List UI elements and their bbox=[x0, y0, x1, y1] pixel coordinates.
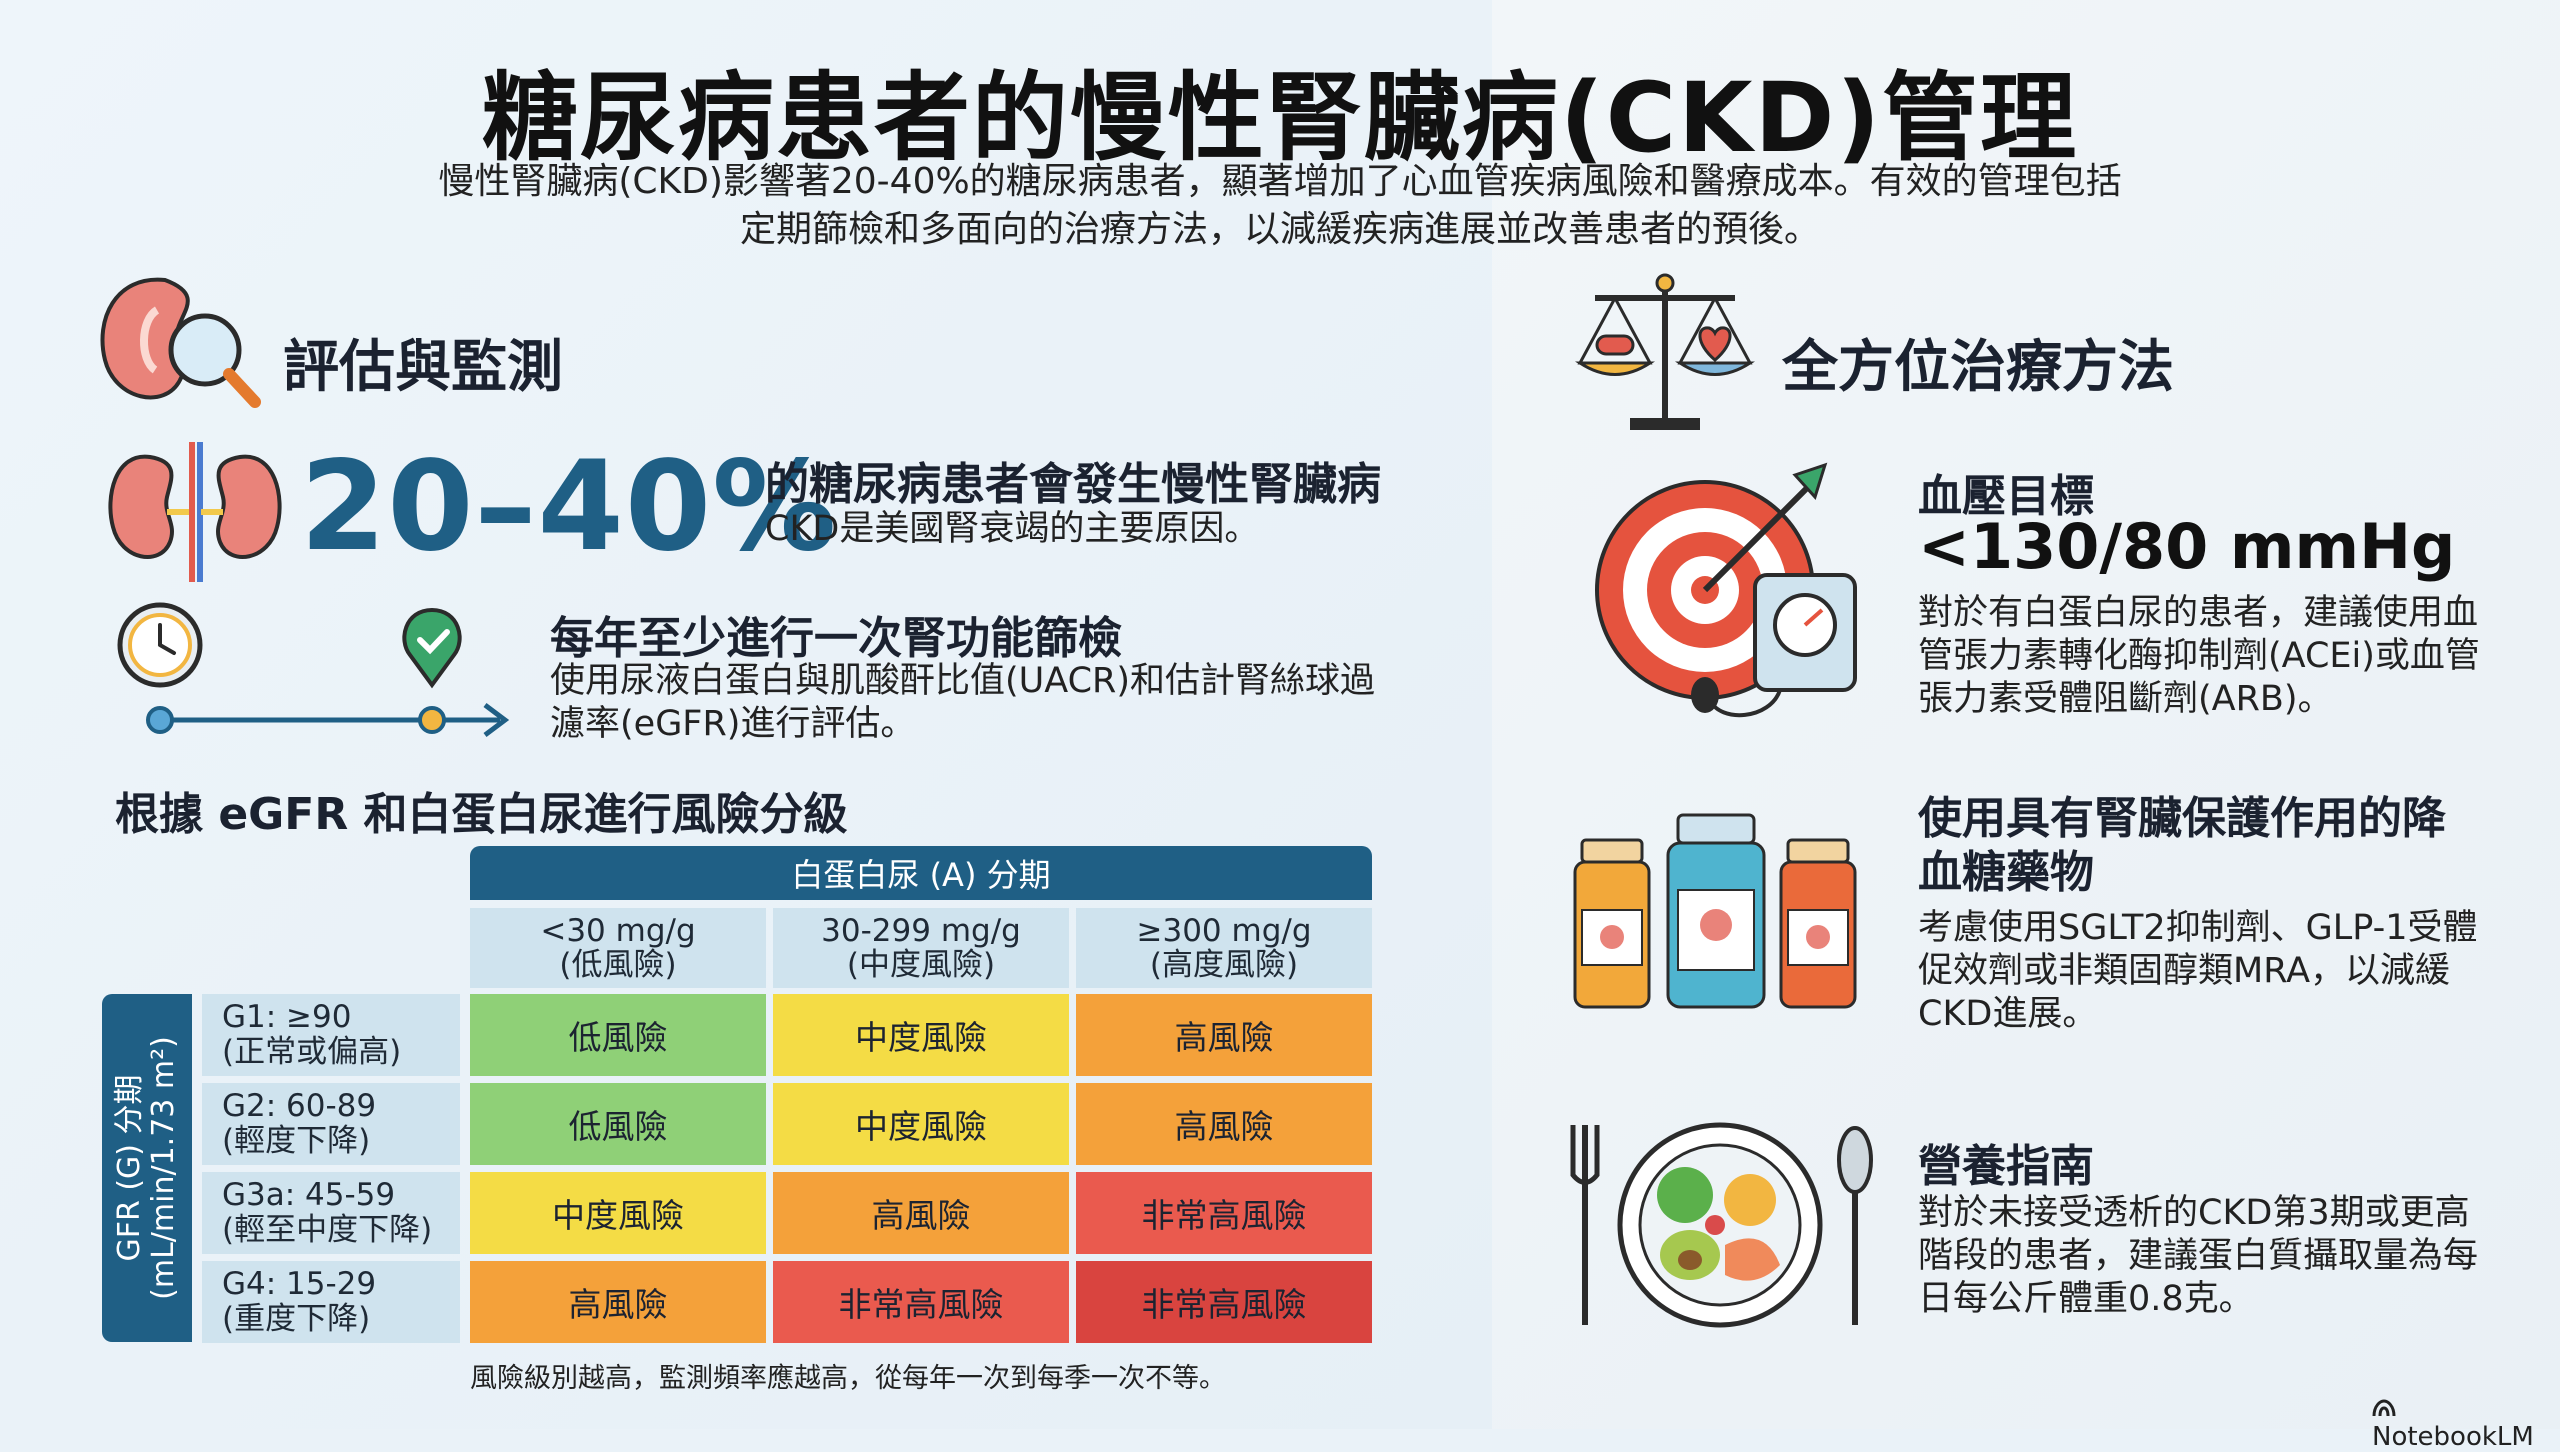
row-desc: (輕至中度下降) bbox=[222, 1212, 433, 1248]
brand-label: NotebookLM bbox=[2372, 1422, 2534, 1452]
assessment-heading: 評估與監測 bbox=[283, 335, 563, 400]
risk-cell: 中度風險 bbox=[470, 1172, 766, 1254]
risk-cell: 高風險 bbox=[470, 1261, 766, 1343]
bp-headline: 血壓目標 bbox=[1918, 471, 2094, 522]
notebooklm-logo-icon bbox=[2372, 1399, 2396, 1417]
drugs-headline: 使用具有腎臟保護作用的降 血糖藥物 bbox=[1918, 792, 2446, 900]
risk-cell: 中度風險 bbox=[773, 994, 1069, 1076]
bp-body-line-3: 張力素受體阻斷劑(ARB)。 bbox=[1918, 679, 2333, 719]
intro-line-1: 慢性腎臟病(CKD)影響著20-40%的糖尿病患者，顯著增加了心血管疾病風險和醫… bbox=[438, 161, 2122, 202]
risk-cell: 非常高風險 bbox=[1076, 1261, 1372, 1343]
row-stage: G3a: 45-59 bbox=[222, 1177, 396, 1213]
risk-cell: 高風險 bbox=[773, 1172, 1069, 1254]
gfr-axis-line-2: (mL/min/1.73 m²) bbox=[146, 1036, 181, 1300]
row-label-g4: G4: 15-29 (重度下降) bbox=[202, 1261, 460, 1343]
screening-body-line-2: 濾率(eGFR)進行評估。 bbox=[550, 704, 916, 744]
bp-body-line-2: 管張力素轉化酶抑制劑(ACEi)或血管 bbox=[1918, 636, 2480, 676]
balance-scale-icon bbox=[1575, 273, 1755, 430]
column-desc: (低風險) bbox=[559, 947, 677, 983]
kidneys-icon bbox=[108, 442, 282, 582]
bp-body: 對於有白蛋白尿的患者，建議使用血 管張力素轉化酶抑制劑(ACEi)或血管 張力素… bbox=[1918, 592, 2480, 721]
row-desc: (輕度下降) bbox=[222, 1123, 371, 1159]
row-label-g1: G1: ≥90 (正常或偏高) bbox=[202, 994, 460, 1076]
row-desc: (重度下降) bbox=[222, 1301, 371, 1337]
row-desc: (正常或偏高) bbox=[222, 1034, 402, 1070]
medicine-bottles-icon bbox=[1573, 813, 1857, 1009]
bp-body-line-1: 對於有白蛋白尿的患者，建議使用血 bbox=[1918, 593, 2479, 633]
nutrition-body: 對於未接受透析的CKD第3期或更高 階段的患者，建議蛋白質攝取量為每 日每公斤體… bbox=[1918, 1192, 2478, 1321]
nutrition-body-line-1: 對於未接受透析的CKD第3期或更高 bbox=[1918, 1193, 2470, 1233]
column-range: ≥300 mg/g bbox=[1136, 913, 1312, 949]
gfr-axis-line-1: GFR (G) 分期 bbox=[112, 1074, 147, 1262]
nutrition-body-line-2: 階段的患者，建議蛋白質攝取量為每 bbox=[1918, 1236, 2479, 1276]
column-range: <30 mg/g bbox=[540, 913, 696, 949]
bp-target: <130/80 mmHg bbox=[1918, 510, 2456, 583]
risk-grid-note: 風險級別越高，監測頻率應越高，從每年一次到每季一次不等。 bbox=[470, 1363, 1226, 1394]
column-header-a3: ≥300 mg/g (高度風險) bbox=[1076, 908, 1372, 988]
screening-body: 使用尿液白蛋白與肌酸酐比值(UACR)和估計腎絲球過 濾率(eGFR)進行評估。 bbox=[550, 660, 1375, 746]
target-arrow-icon bbox=[1595, 462, 1857, 718]
risk-cell: 高風險 bbox=[1076, 994, 1372, 1076]
drugs-body-line-3: CKD進展。 bbox=[1918, 994, 2098, 1034]
drugs-body-line-1: 考慮使用SGLT2抑制劑、GLP-1受體 bbox=[1918, 908, 2478, 948]
stat-headline: 的糖尿病患者會發生慢性腎臟病 bbox=[765, 459, 1381, 510]
drugs-headline-line-2: 血糖藥物 bbox=[1918, 847, 2094, 898]
row-label-g2: G2: 60-89 (輕度下降) bbox=[202, 1083, 460, 1165]
row-label-g3a: G3a: 45-59 (輕至中度下降) bbox=[202, 1172, 460, 1254]
risk-cell: 低風險 bbox=[470, 994, 766, 1076]
intro-text: 慢性腎臟病(CKD)影響著20-40%的糖尿病患者，顯著增加了心血管疾病風險和醫… bbox=[300, 158, 2260, 254]
drugs-headline-line-1: 使用具有腎臟保護作用的降 bbox=[1918, 793, 2446, 844]
column-header-a2: 30-299 mg/g (中度風險) bbox=[773, 908, 1069, 988]
timeline-arrow-icon bbox=[117, 602, 510, 737]
blood-pressure-monitor-icon bbox=[1691, 573, 1857, 718]
drugs-body: 考慮使用SGLT2抑制劑、GLP-1受體 促效劑或非類固醇類MRA，以減緩 CK… bbox=[1918, 907, 2478, 1036]
treatment-heading: 全方位治療方法 bbox=[1782, 335, 2174, 400]
intro-line-2: 定期篩檢和多面向的治療方法，以減緩疾病進展並改善患者的預後。 bbox=[739, 209, 1820, 250]
nutrition-body-line-3: 日每公斤體重0.8克。 bbox=[1918, 1279, 2254, 1319]
stat-subtext: CKD是美國腎衰竭的主要原因。 bbox=[765, 509, 1260, 549]
nutrition-headline: 營養指南 bbox=[1918, 1141, 2094, 1192]
stat-value: 20–40% bbox=[300, 435, 838, 579]
risk-cell: 非常高風險 bbox=[773, 1261, 1069, 1343]
kidney-magnifier-icon bbox=[100, 277, 261, 408]
column-desc: (高度風險) bbox=[1149, 947, 1299, 983]
gfr-axis-label: GFR (G) 分期 (mL/min/1.73 m²) bbox=[102, 994, 192, 1342]
plate-fork-spoon-icon bbox=[1570, 1122, 1873, 1328]
row-stage: G4: 15-29 bbox=[222, 1266, 377, 1302]
column-header-a1: <30 mg/g (低風險) bbox=[470, 908, 766, 988]
risk-cell: 非常高風險 bbox=[1076, 1172, 1372, 1254]
risk-grid-title: 根據 eGFR 和白蛋白尿進行風險分級 bbox=[115, 789, 848, 840]
drugs-body-line-2: 促效劑或非類固醇類MRA，以減緩 bbox=[1918, 951, 2451, 991]
notebooklm-watermark: NotebookLM bbox=[2372, 1392, 2560, 1452]
risk-cell: 高風險 bbox=[1076, 1083, 1372, 1165]
albuminuria-header: 白蛋白尿 (A) 分期 bbox=[470, 846, 1372, 900]
column-range: 30-299 mg/g bbox=[821, 913, 1021, 949]
page-title: 糖尿病患者的慢性腎臟病(CKD)管理 bbox=[481, 62, 2079, 174]
screening-headline: 每年至少進行一次腎功能篩檢 bbox=[550, 613, 1122, 664]
row-stage: G2: 60-89 bbox=[222, 1088, 377, 1124]
screening-body-line-1: 使用尿液白蛋白與肌酸酐比值(UACR)和估計腎絲球過 bbox=[550, 661, 1376, 701]
risk-cell: 低風險 bbox=[470, 1083, 766, 1165]
row-stage: G1: ≥90 bbox=[222, 999, 352, 1035]
risk-cell: 中度風險 bbox=[773, 1083, 1069, 1165]
column-desc: (中度風險) bbox=[846, 947, 996, 983]
